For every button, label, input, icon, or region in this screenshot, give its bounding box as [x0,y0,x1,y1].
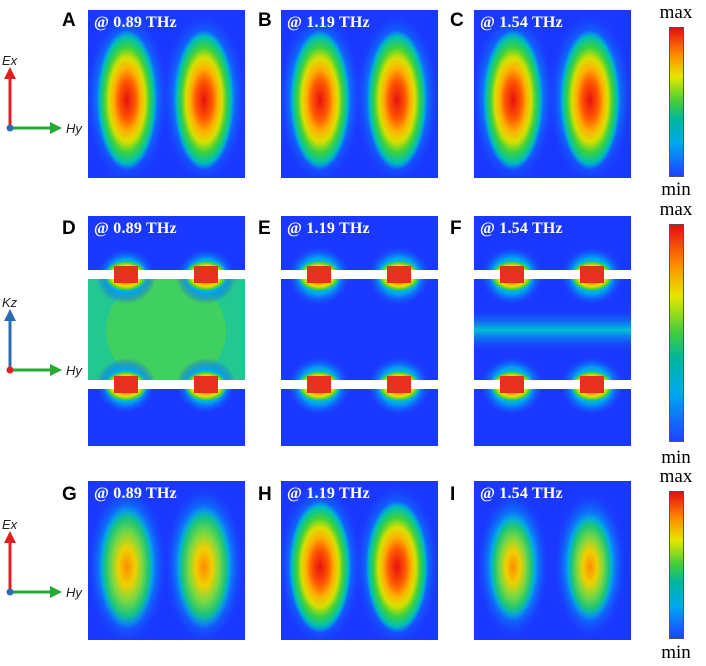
frequency-label: @ 0.89 THz [94,220,177,237]
vertical-axis-label: Ex [2,519,18,532]
field-map-a-image [88,10,245,178]
colorbar [669,27,684,177]
frequency-label: @ 1.19 THz [287,220,370,237]
field-map-e-image [281,216,438,446]
panel-letter-g: G [62,484,77,505]
origin-dot-icon [6,366,14,374]
field-map-i-image [474,481,631,640]
panel-letter-e: E [258,218,271,239]
panel-letter-b: B [258,10,272,31]
panel-letter-i: I [450,484,456,505]
panel-letter-f: F [450,218,462,239]
colorbar [669,491,684,639]
field-map-d: @ 0.89 THz [88,216,245,446]
field-map-g: @ 0.89 THz [88,481,245,640]
colorbar-min-label: min [661,179,691,200]
field-map-c-image [474,10,631,178]
horizontal-axis-label: Hy [66,585,83,600]
colorbar-max-label: max [659,2,693,23]
frequency-label: @ 1.54 THz [480,485,563,502]
vertical-arrowhead-icon [4,531,16,543]
horizontal-axis-label: Hy [66,121,83,136]
field-map-e: @ 1.19 THz [281,216,438,446]
axes-indicator: Ex Hy [2,55,83,136]
axes-indicator: Kz Hy [2,297,83,378]
vertical-axis-label: Kz [2,297,18,310]
origin-dot-icon [6,588,14,596]
vertical-axis-label: Ex [2,55,18,68]
frequency-label: @ 0.89 THz [94,14,177,31]
frequency-label: @ 1.54 THz [480,220,563,237]
horizontal-arrowhead-icon [50,586,62,598]
field-map-f-image [474,216,631,446]
frequency-label: @ 1.54 THz [480,14,563,31]
field-map-a: @ 0.89 THz [88,10,245,178]
horizontal-arrowhead-icon [50,364,62,376]
frequency-label: @ 1.19 THz [287,485,370,502]
panel-letter-h: H [258,484,272,505]
vertical-arrowhead-icon [4,309,16,321]
colorbar-min-label: min [661,447,691,468]
panel-letter-d: D [62,218,76,239]
horizontal-arrowhead-icon [50,122,62,134]
field-map-b-image [281,10,438,178]
frequency-label: @ 0.89 THz [94,485,177,502]
horizontal-axis-label: Hy [66,363,83,378]
panel-letter-a: A [62,10,76,31]
colorbar-max-label: max [659,466,693,487]
field-map-g-image [88,481,245,640]
vertical-arrowhead-icon [4,67,16,79]
field-map-b: @ 1.19 THz [281,10,438,178]
panel-letter-c: C [450,10,464,31]
colorbar-max-label: max [659,199,693,220]
field-map-d-image [88,216,245,446]
colorbar-min-label: min [661,642,691,663]
field-map-h: @ 1.19 THz [281,481,438,640]
origin-dot-icon [6,124,14,132]
colorbar [669,224,684,442]
field-map-h-image [281,481,438,640]
field-map-f: @ 1.54 THz [474,216,631,446]
axes-indicator: Ex Hy [2,519,83,600]
field-map-c: @ 1.54 THz [474,10,631,178]
field-map-i: @ 1.54 THz [474,481,631,640]
frequency-label: @ 1.19 THz [287,14,370,31]
